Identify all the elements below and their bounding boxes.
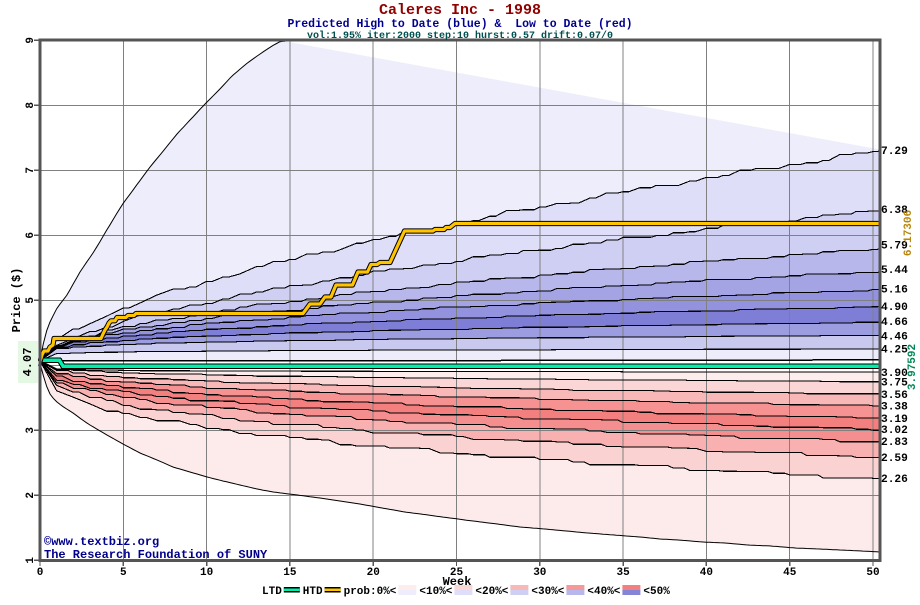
- svg-text:4.07: 4.07: [21, 348, 35, 377]
- svg-text:The Research Foundation of SUN: The Research Foundation of SUNY: [44, 548, 268, 562]
- svg-text:6.17306: 6.17306: [903, 210, 915, 256]
- svg-text:8: 8: [25, 102, 37, 109]
- svg-text:3: 3: [25, 427, 37, 434]
- svg-text:4.25: 4.25: [881, 345, 908, 357]
- svg-text:5: 5: [25, 297, 37, 304]
- svg-text:7.29: 7.29: [881, 146, 908, 158]
- svg-text:7: 7: [25, 167, 37, 174]
- svg-text:15: 15: [283, 567, 297, 579]
- svg-text:2: 2: [25, 492, 37, 499]
- svg-text:4.66: 4.66: [881, 317, 908, 329]
- svg-text:5.16: 5.16: [881, 285, 908, 297]
- svg-text:4.90: 4.90: [881, 302, 908, 314]
- svg-text:3.56: 3.56: [881, 390, 908, 402]
- svg-text:Caleres Inc - 1998: Caleres Inc - 1998: [379, 2, 541, 19]
- svg-text:6: 6: [25, 232, 37, 239]
- svg-text:<50%: <50%: [643, 586, 670, 598]
- svg-text:50: 50: [866, 567, 879, 579]
- svg-text:1: 1: [25, 557, 37, 564]
- svg-text:3.02: 3.02: [881, 425, 908, 437]
- svg-text:40: 40: [700, 567, 713, 579]
- svg-text:LTD: LTD: [262, 586, 282, 598]
- svg-text:Predicted High to Date (blue): Predicted High to Date (blue) & Low to D…: [287, 18, 632, 31]
- svg-text:45: 45: [783, 567, 797, 579]
- svg-text:6.38: 6.38: [881, 205, 908, 217]
- svg-text:3.75: 3.75: [881, 378, 908, 390]
- svg-text:5: 5: [120, 567, 127, 579]
- svg-text:5.44: 5.44: [881, 265, 908, 277]
- svg-text:0: 0: [37, 567, 44, 579]
- svg-text:9: 9: [25, 37, 37, 44]
- svg-text:<30%<: <30%<: [531, 586, 564, 598]
- svg-text:3.97592: 3.97592: [907, 344, 919, 390]
- svg-text:3.19: 3.19: [881, 414, 908, 426]
- svg-text:HTD: HTD: [303, 586, 323, 598]
- svg-text:30: 30: [533, 567, 546, 579]
- svg-text:<10%<: <10%<: [419, 586, 452, 598]
- svg-text:10: 10: [200, 567, 213, 579]
- svg-text:35: 35: [616, 567, 630, 579]
- svg-text:5.79: 5.79: [881, 241, 908, 253]
- svg-text:4.46: 4.46: [881, 332, 908, 344]
- svg-text:20: 20: [367, 567, 380, 579]
- svg-text:2.26: 2.26: [881, 474, 908, 486]
- svg-text:2.59: 2.59: [881, 453, 908, 465]
- svg-text:3.90: 3.90: [881, 368, 908, 380]
- svg-text:25: 25: [450, 567, 464, 579]
- svg-text:prob:0%<: prob:0%<: [344, 586, 397, 598]
- svg-text:©www.textbiz.org: ©www.textbiz.org: [44, 535, 159, 549]
- svg-text:<40%<: <40%<: [587, 586, 620, 598]
- svg-text:<20%<: <20%<: [475, 586, 508, 598]
- svg-text:vol:1.95% iter:2000 step:10 hu: vol:1.95% iter:2000 step:10 hurst:0.57 d…: [307, 30, 613, 42]
- svg-text:2.83: 2.83: [881, 437, 908, 449]
- svg-text:Price ($): Price ($): [10, 268, 24, 333]
- svg-text:3.38: 3.38: [881, 402, 908, 414]
